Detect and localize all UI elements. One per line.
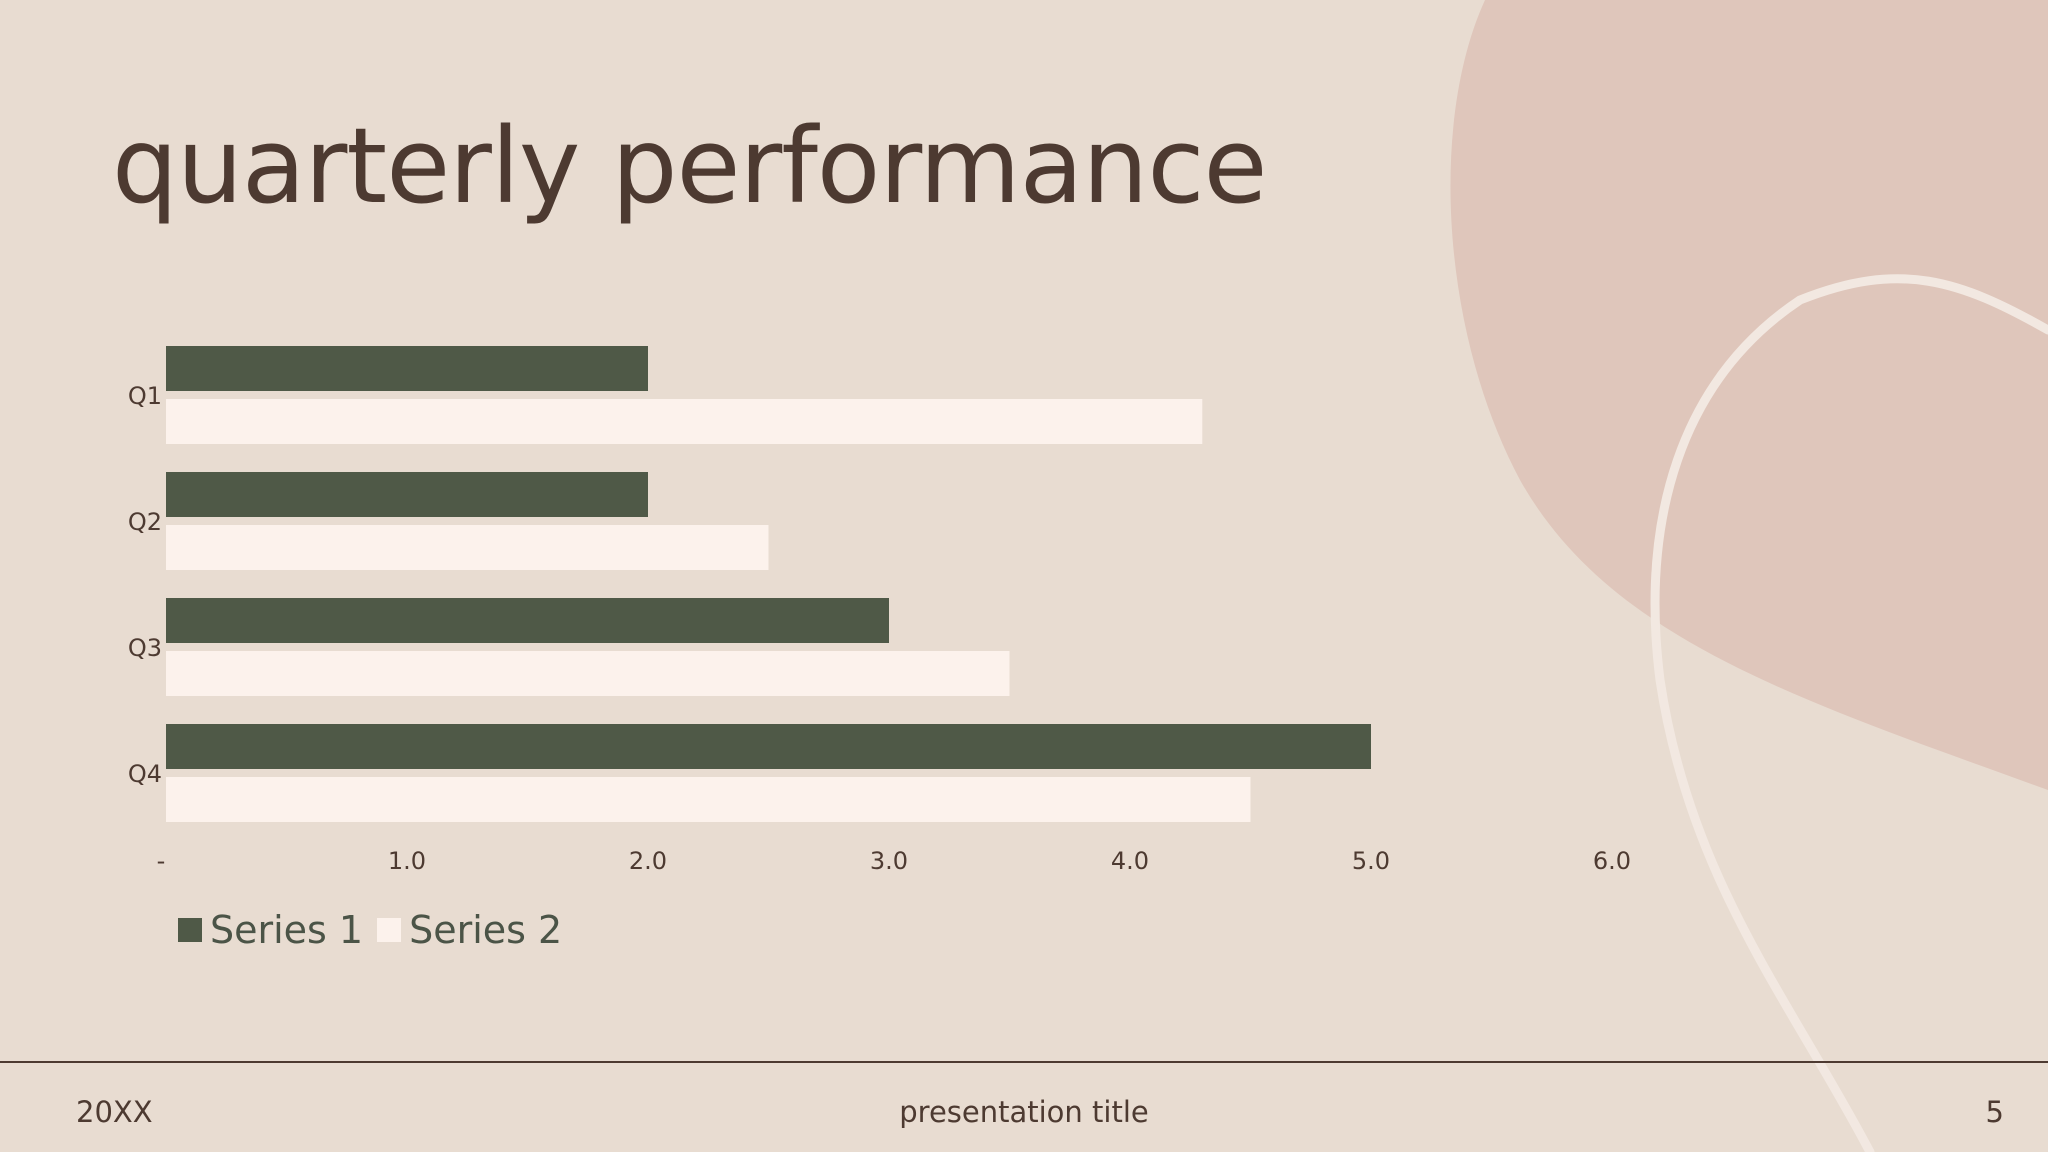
footer-presentation-title: presentation title <box>899 1095 1149 1129</box>
y-tick-label-q2: Q2 <box>128 508 162 536</box>
legend-item-series-2: Series 2 <box>377 908 562 952</box>
footer-date: 20XX <box>76 1095 153 1129</box>
bar-series-1-q3 <box>166 598 889 643</box>
decorative-blob <box>1450 0 2048 790</box>
footer-divider <box>0 1061 2048 1063</box>
x-tick-label-6: 6.0 <box>1593 847 1631 875</box>
footer-page-number: 5 <box>1985 1095 2004 1129</box>
bar-series-2-q4 <box>166 777 1251 822</box>
bar-series-1-q4 <box>166 724 1371 769</box>
bar-series-2-q2 <box>166 525 769 570</box>
x-tick-label-1: 1.0 <box>388 847 426 875</box>
legend-swatch-series-1 <box>178 918 202 942</box>
legend-swatch-series-2 <box>377 918 402 942</box>
bar-series-1-q1 <box>166 346 648 391</box>
chart-legend: Series 1 Series 2 <box>178 905 562 955</box>
page-title: quarterly performance <box>112 105 1267 227</box>
x-tick-label-2: 2.0 <box>629 847 667 875</box>
x-tick-label-4: 4.0 <box>1111 847 1149 875</box>
bar-series-2-q3 <box>166 651 1010 696</box>
y-tick-label-q1: Q1 <box>128 382 162 410</box>
y-tick-label-q4: Q4 <box>128 760 162 788</box>
legend-label-series-2: Series 2 <box>409 908 563 952</box>
legend-label-series-1: Series 1 <box>210 908 364 952</box>
bar-series-2-q1 <box>166 399 1203 444</box>
x-tick-label-0: - <box>157 847 166 875</box>
bar-series-1-q2 <box>166 472 648 517</box>
decorative-curve <box>1650 274 2048 1152</box>
legend-item-series-1: Series 1 <box>178 908 363 952</box>
y-tick-label-q3: Q3 <box>128 634 162 662</box>
x-tick-label-3: 3.0 <box>870 847 908 875</box>
x-tick-label-5: 5.0 <box>1352 847 1390 875</box>
